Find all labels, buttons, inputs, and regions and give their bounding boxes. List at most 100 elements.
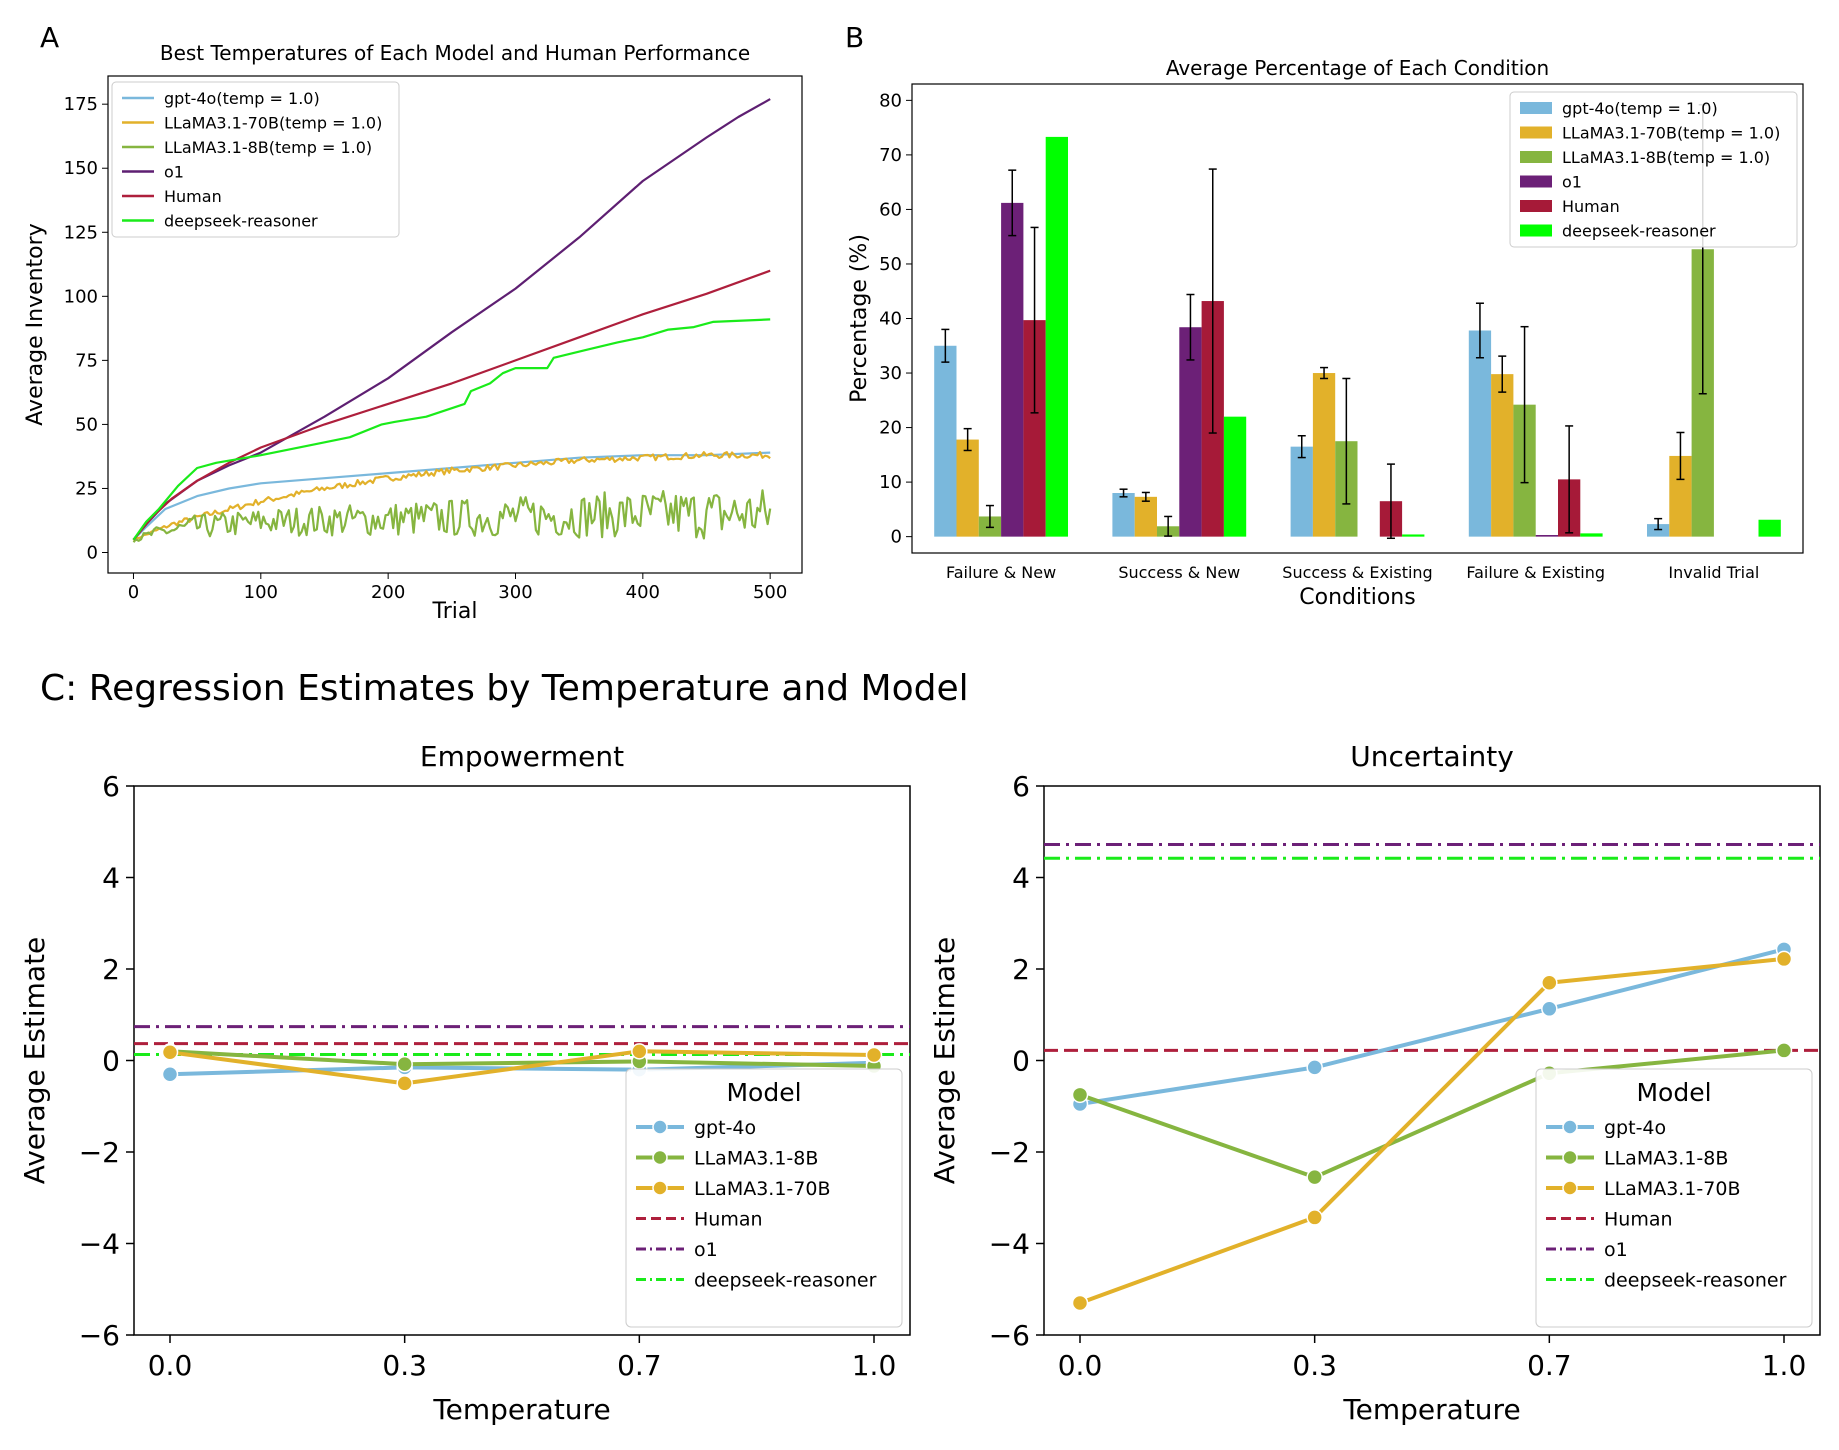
legend-label: LLaMA3.1-8B bbox=[694, 1148, 818, 1170]
y-tick-label: 6 bbox=[1012, 770, 1030, 803]
y-tick-label: 50 bbox=[879, 254, 902, 275]
chart-b-conditions: 0 10 20 30 40 50 60 70 80 Failure & New Success & … bbox=[847, 56, 1804, 610]
legend-marker bbox=[652, 1149, 668, 1166]
legend-title: Model bbox=[1636, 1078, 1711, 1107]
legend-marker bbox=[1562, 1149, 1578, 1166]
series-line bbox=[1079, 1048, 1785, 1180]
data-point bbox=[1775, 1042, 1793, 1059]
series-line bbox=[132, 269, 771, 541]
legend-label: o1 bbox=[164, 163, 184, 182]
legend-label: Human bbox=[694, 1209, 763, 1231]
data-point bbox=[396, 1075, 413, 1092]
legend-box bbox=[1535, 1068, 1813, 1328]
data-point bbox=[161, 1065, 179, 1083]
legend-title: Model bbox=[726, 1078, 801, 1107]
series-line bbox=[169, 1049, 875, 1068]
y-tick-label: 75 bbox=[75, 350, 98, 371]
bar bbox=[1669, 455, 1692, 537]
y-tick-label: 2 bbox=[102, 953, 120, 986]
x-tick-label: 100 bbox=[244, 582, 278, 603]
x-tick-label: 500 bbox=[753, 582, 787, 603]
x-tick-label: Success & Existing bbox=[1282, 563, 1432, 582]
legend-label: Human bbox=[1604, 1209, 1673, 1231]
y-tick-label: −6 bbox=[989, 1319, 1030, 1352]
bar bbox=[1112, 493, 1135, 537]
y-axis-label: Percentage (%) bbox=[847, 234, 872, 403]
legend-swatch bbox=[1520, 151, 1552, 163]
y-axis-label: Average Inventory bbox=[23, 223, 48, 425]
y-tick-label: −4 bbox=[79, 1228, 120, 1261]
y-tick-label: 100 bbox=[64, 286, 98, 307]
y-tick-label: 10 bbox=[879, 472, 902, 493]
series-line bbox=[132, 451, 771, 542]
bar bbox=[934, 345, 957, 537]
bar bbox=[1223, 416, 1247, 537]
bar bbox=[1179, 327, 1202, 537]
series-line bbox=[132, 489, 772, 543]
bar bbox=[1535, 535, 1558, 537]
series-line bbox=[132, 451, 771, 541]
legend-label: o1 bbox=[1604, 1239, 1628, 1261]
data-point bbox=[1071, 1294, 1089, 1312]
y-tick-label: 20 bbox=[879, 418, 902, 439]
legend-marker bbox=[1562, 1180, 1578, 1196]
data-point bbox=[1541, 974, 1558, 991]
legend-swatch bbox=[1520, 224, 1552, 237]
bar bbox=[1023, 320, 1046, 537]
chart-title: Uncertainty bbox=[1350, 740, 1514, 773]
y-tick-label: −2 bbox=[79, 1136, 120, 1169]
legend-label: gpt-4o bbox=[694, 1117, 756, 1139]
x-tick-label: Failure & New bbox=[946, 563, 1056, 582]
y-tick-label: 125 bbox=[64, 222, 98, 243]
bar bbox=[1402, 534, 1425, 537]
series-line bbox=[1079, 956, 1785, 1305]
y-tick-label: 25 bbox=[75, 478, 98, 499]
chart-title: Empowerment bbox=[420, 740, 624, 773]
panel-a-label: A bbox=[40, 21, 59, 54]
legend-label: LLaMA3.1-8B(temp = 1.0) bbox=[164, 138, 372, 157]
x-tick-label: 0.0 bbox=[148, 1349, 193, 1382]
data-point bbox=[1775, 950, 1793, 968]
bar bbox=[1580, 533, 1603, 537]
y-tick-label: 6 bbox=[102, 770, 120, 803]
x-tick-label: 400 bbox=[626, 582, 660, 603]
legend-label: deepseek-reasoner bbox=[694, 1270, 877, 1292]
x-axis-label: Temperature bbox=[1342, 1393, 1520, 1426]
y-tick-label: 4 bbox=[1012, 862, 1030, 895]
legend-label: deepseek-reasoner bbox=[164, 212, 318, 231]
bar bbox=[1001, 202, 1024, 537]
bar bbox=[956, 439, 979, 537]
y-axis-label: Average Estimate bbox=[18, 937, 51, 1185]
bar bbox=[1134, 496, 1157, 537]
y-tick-label: 0 bbox=[102, 1045, 120, 1078]
legend-box bbox=[111, 81, 400, 238]
bar bbox=[1468, 330, 1492, 537]
y-tick-label: 80 bbox=[879, 90, 902, 111]
legend-swatch bbox=[1520, 126, 1552, 139]
x-tick-label: 0.0 bbox=[1058, 1349, 1103, 1382]
bar bbox=[1758, 519, 1781, 537]
data-point bbox=[1306, 1168, 1323, 1186]
x-tick-label: 0.3 bbox=[382, 1349, 427, 1382]
data-point bbox=[1306, 1209, 1323, 1226]
y-axis-label: Average Estimate bbox=[928, 937, 961, 1185]
data-point bbox=[1071, 1086, 1089, 1104]
bar bbox=[1045, 136, 1068, 537]
legend-label: LLaMA3.1-70B(temp = 1.0) bbox=[164, 114, 382, 133]
x-tick-label: 0.7 bbox=[1527, 1349, 1572, 1382]
legend-label: Human bbox=[1562, 197, 1620, 216]
legend-label: LLaMA3.1-8B(temp = 1.0) bbox=[1562, 148, 1770, 167]
y-tick-label: 50 bbox=[75, 414, 98, 435]
chart-title: Best Temperatures of Each Model and Huma… bbox=[160, 41, 750, 65]
data-point bbox=[631, 1043, 648, 1060]
legend-label: LLaMA3.1-8B bbox=[1604, 1148, 1728, 1170]
y-tick-label: 60 bbox=[879, 199, 902, 220]
chart-c-uncertainty: −6 −4 −2 0 2 4 6 0.0 0.3 0.7 1.0 Uncertainty Tempera… bbox=[928, 740, 1821, 1426]
legend-label: o1 bbox=[694, 1239, 718, 1261]
bar bbox=[1290, 446, 1313, 537]
legend-swatch bbox=[1520, 175, 1552, 188]
legend-marker bbox=[1562, 1119, 1578, 1135]
legend-label: deepseek-reasoner bbox=[1562, 222, 1716, 241]
chart-title: Average Percentage of Each Condition bbox=[1166, 56, 1549, 80]
